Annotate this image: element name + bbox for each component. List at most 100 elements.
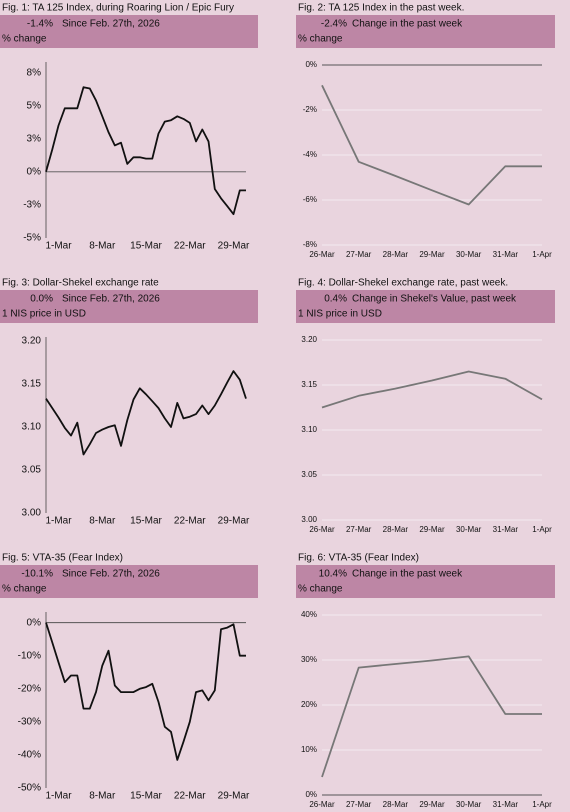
- y-tick-label: -30%: [18, 716, 41, 727]
- y-tick-label: 10%: [301, 745, 317, 754]
- y-tick-label: 20%: [301, 700, 317, 709]
- y-tick-label: 3.15: [301, 380, 317, 389]
- y-tick-label: 3%: [27, 133, 42, 144]
- x-tick-label: 31-Mar: [493, 800, 519, 809]
- y-tick-label: 3.05: [22, 465, 42, 476]
- data-line: [45, 622, 246, 761]
- header-box: [0, 565, 258, 598]
- x-tick-label: 8-Mar: [89, 241, 116, 252]
- data-line: [321, 370, 543, 409]
- y-tick-label: -4%: [303, 150, 317, 159]
- data-line: [321, 655, 542, 778]
- change-label: Change in Shekel's Value, past week: [352, 294, 517, 305]
- y-tick-label: 0%: [305, 790, 317, 799]
- x-tick-label: 29-Mar: [419, 800, 445, 809]
- x-tick-label: 1-Apr: [532, 800, 552, 809]
- x-tick-label: 1-Mar: [45, 791, 72, 802]
- y-tick-label: 3.10: [301, 425, 317, 434]
- x-tick-label: 22-Mar: [174, 516, 206, 527]
- x-tick-label: 1-Mar: [45, 241, 72, 252]
- y-tick-label: 0%: [27, 166, 42, 177]
- data-line: [321, 84, 542, 206]
- x-tick-label: 1-Apr: [532, 525, 552, 534]
- subtitle: % change: [2, 34, 47, 45]
- change-label: Since Feb. 27th, 2026: [62, 19, 160, 30]
- figure-title: Fig. 3: Dollar-Shekel exchange rate: [2, 278, 159, 289]
- y-tick-label: 3.10: [22, 422, 42, 433]
- x-tick-label: 30-Mar: [456, 800, 482, 809]
- header-box: [296, 290, 555, 323]
- x-tick-label: 15-Mar: [130, 791, 162, 802]
- y-tick-label: 8%: [27, 67, 42, 78]
- y-tick-label: 3.20: [301, 335, 317, 344]
- x-tick-label: 31-Mar: [493, 525, 519, 534]
- x-tick-label: 29-Mar: [218, 241, 250, 252]
- figure-title: Fig. 5: VTA-35 (Fear Index): [2, 553, 123, 564]
- x-tick-label: 1-Mar: [45, 516, 72, 527]
- x-tick-label: 30-Mar: [456, 250, 482, 259]
- y-tick-label: 0%: [305, 60, 317, 69]
- y-tick-label: -50%: [18, 783, 41, 794]
- x-tick-label: 15-Mar: [130, 241, 162, 252]
- x-tick-label: 27-Mar: [346, 800, 372, 809]
- change-value: 0.0%: [30, 294, 53, 305]
- y-tick-label: -3%: [23, 200, 41, 211]
- figure-title: Fig. 4: Dollar-Shekel exchange rate, pas…: [298, 278, 508, 289]
- subtitle: 1 NIS price in USD: [298, 309, 382, 320]
- x-tick-label: 26-Mar: [309, 525, 335, 534]
- y-tick-label: 3.00: [22, 508, 42, 519]
- x-tick-label: 27-Mar: [346, 525, 372, 534]
- x-tick-label: 22-Mar: [174, 241, 206, 252]
- y-tick-label: -8%: [303, 240, 317, 249]
- change-label: Since Feb. 27th, 2026: [62, 569, 160, 580]
- figure-title: Fig. 2: TA 125 Index in the past week.: [298, 3, 464, 14]
- x-tick-label: 31-Mar: [493, 250, 519, 259]
- change-value: 0.4%: [324, 294, 347, 305]
- subtitle: % change: [2, 584, 47, 595]
- change-label: Since Feb. 27th, 2026: [62, 294, 160, 305]
- y-tick-label: 5%: [27, 100, 42, 111]
- y-tick-label: -2%: [303, 105, 317, 114]
- x-tick-label: 29-Mar: [218, 516, 250, 527]
- change-value: -2.4%: [321, 19, 347, 30]
- figure-title: Fig. 1: TA 125 Index, during Roaring Lio…: [2, 3, 234, 14]
- subtitle: % change: [298, 34, 343, 45]
- y-tick-label: -20%: [18, 683, 41, 694]
- subtitle: 1 NIS price in USD: [2, 309, 86, 320]
- y-tick-label: -10%: [18, 650, 41, 661]
- y-tick-label: 40%: [301, 610, 317, 619]
- change-label: Change in the past week: [352, 569, 463, 580]
- x-tick-label: 28-Mar: [383, 800, 409, 809]
- x-tick-label: 15-Mar: [130, 516, 162, 527]
- data-line: [45, 86, 246, 216]
- x-tick-label: 26-Mar: [309, 800, 335, 809]
- x-tick-label: 30-Mar: [456, 525, 482, 534]
- x-tick-label: 29-Mar: [419, 525, 445, 534]
- x-tick-label: 28-Mar: [383, 250, 409, 259]
- x-tick-label: 29-Mar: [419, 250, 445, 259]
- x-tick-label: 26-Mar: [309, 250, 335, 259]
- y-tick-label: 0%: [27, 617, 42, 628]
- y-tick-label: -40%: [18, 750, 41, 761]
- change-value: 10.4%: [319, 569, 347, 580]
- x-tick-label: 28-Mar: [383, 525, 409, 534]
- header-box: [0, 15, 258, 48]
- x-tick-label: 1-Apr: [532, 250, 552, 259]
- change-value: -10.1%: [21, 569, 53, 580]
- y-tick-label: 3.20: [22, 336, 42, 347]
- change-value: -1.4%: [27, 19, 53, 30]
- subtitle: % change: [298, 584, 343, 595]
- x-tick-label: 8-Mar: [89, 791, 116, 802]
- header-box: [296, 15, 555, 48]
- x-tick-label: 22-Mar: [174, 791, 206, 802]
- header-box: [0, 290, 258, 323]
- header-box: [296, 565, 555, 598]
- y-tick-label: 3.05: [301, 470, 317, 479]
- y-tick-label: 3.00: [301, 515, 317, 524]
- y-tick-label: 30%: [301, 655, 317, 664]
- y-tick-label: -6%: [303, 195, 317, 204]
- y-tick-label: -5%: [23, 233, 41, 244]
- figure-title: Fig. 6: VTA-35 (Fear Index): [298, 553, 419, 564]
